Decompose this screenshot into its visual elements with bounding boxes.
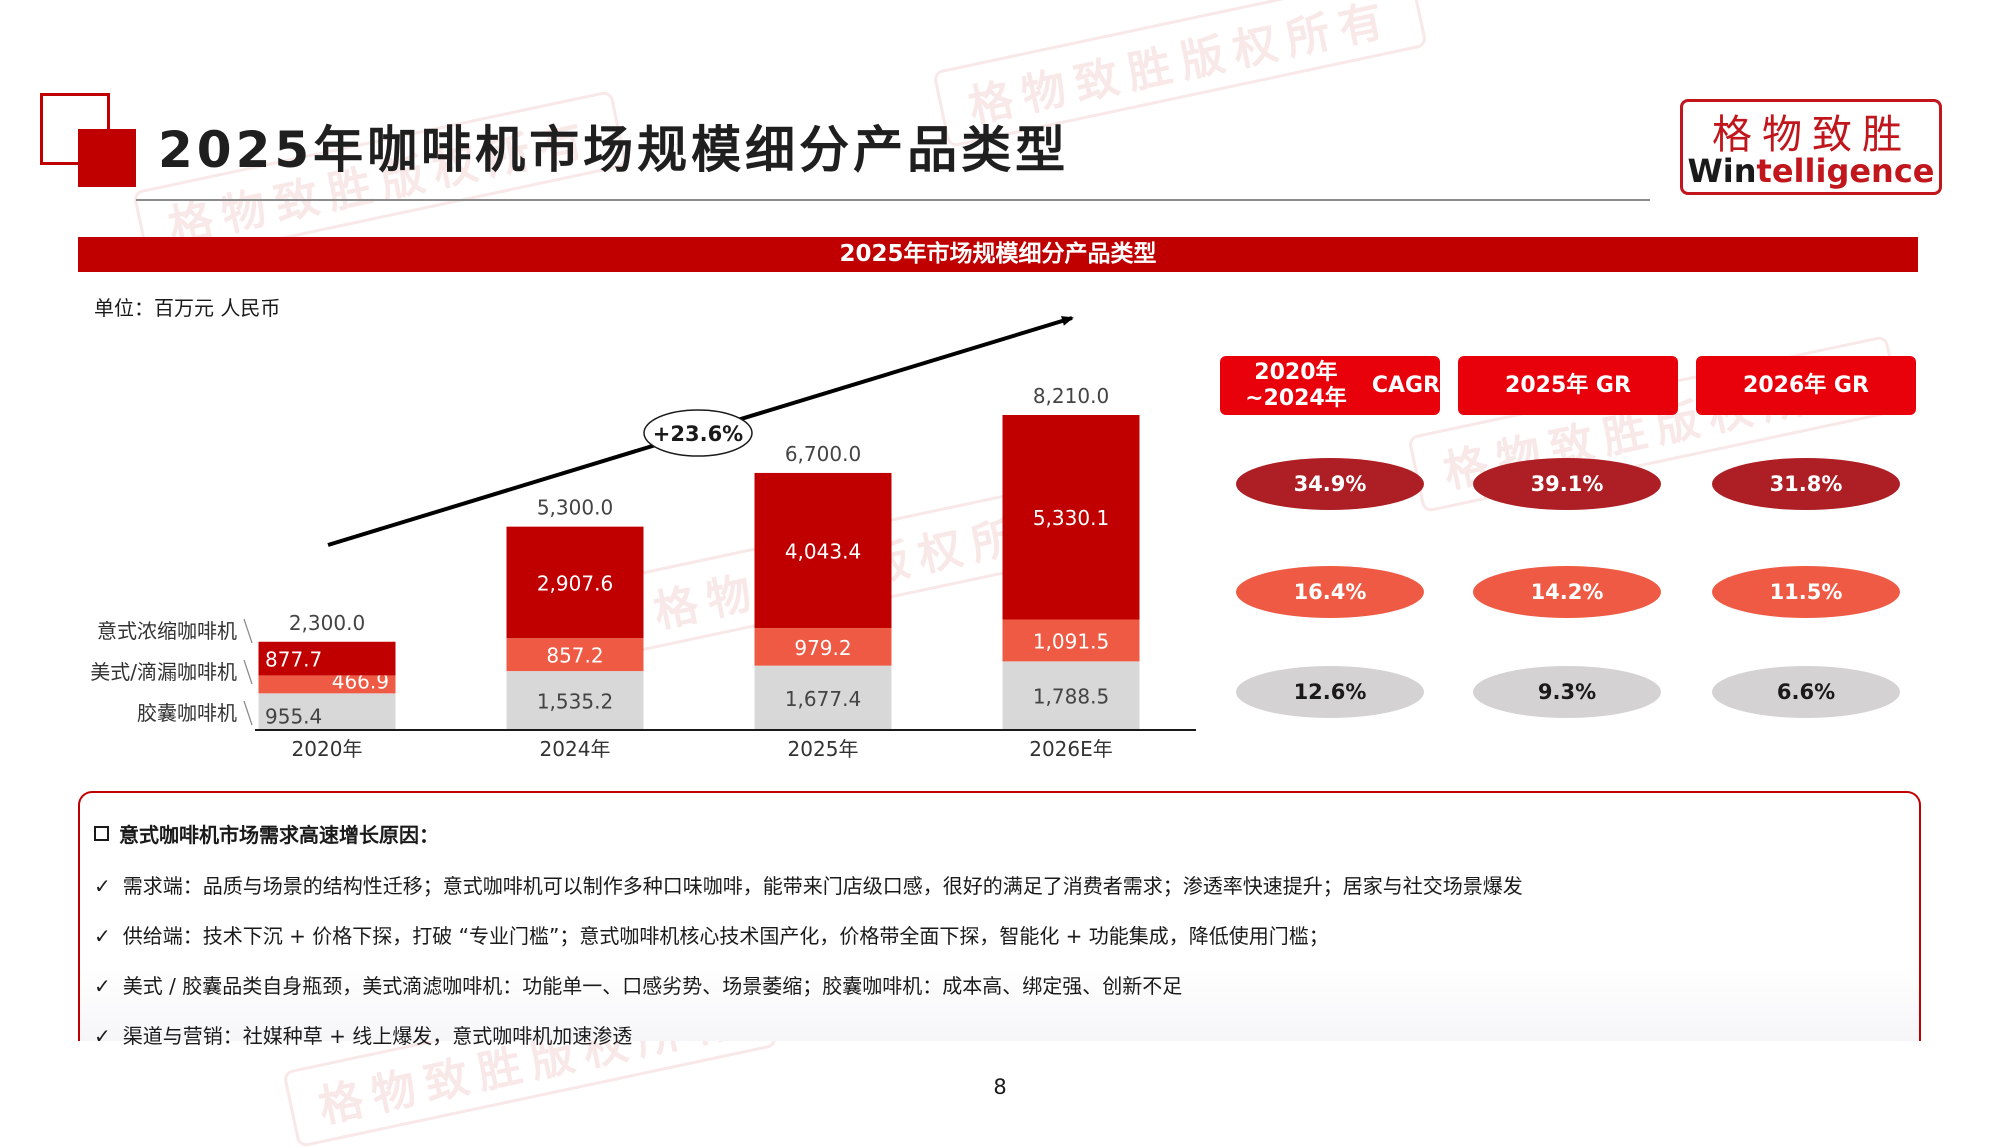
bar-segment — [754, 665, 892, 730]
x-tick-label: 2026E年 — [1029, 737, 1113, 761]
brand-logo-en: Wintelligence — [1686, 152, 1936, 190]
data-label: 979.2 — [794, 636, 851, 660]
growth-rate-value: 12.6% — [1236, 666, 1424, 718]
reasons-title: 意式咖啡机市场需求高速增长原因： — [94, 819, 439, 848]
check-icon: ✓ — [94, 924, 111, 948]
total-label: 5,300.0 — [537, 496, 613, 520]
reason-item: ✓ 供给端：技术下沉 + 价格下探，打破 “专业门槛”；意式咖啡机核心技术国产化，… — [94, 920, 1329, 949]
growth-table-header: 2025年 GR — [1458, 356, 1678, 415]
bar-segment — [258, 693, 396, 730]
data-label: 1,535.2 — [537, 690, 613, 714]
growth-rate-value: 39.1% — [1473, 458, 1661, 510]
reason-item: ✓ 渠道与营销：社媒种草 + 线上爆发，意式咖啡机加速渗透 — [94, 1020, 632, 1049]
reasons-title-text: 意式咖啡机市场需求高速增长原因： — [119, 823, 439, 847]
reason-text: 美式 / 胶囊品类自身瓶颈，美式滴滤咖啡机：功能单一、口感劣势、场景萎缩；胶囊咖… — [122, 974, 1183, 998]
reason-item: ✓ 美式 / 胶囊品类自身瓶颈，美式滴滤咖啡机：功能单一、口感劣势、场景萎缩；胶囊… — [94, 970, 1182, 999]
growth-table-header: 2026年 GR — [1696, 356, 1916, 415]
legend-label: 胶囊咖啡机 — [137, 701, 237, 725]
page-number: 8 — [993, 1075, 1007, 1099]
growth-annotation-ellipse — [643, 409, 753, 457]
data-label: 2,907.6 — [537, 571, 613, 595]
x-tick-label: 2024年 — [540, 737, 611, 761]
data-label: 4,043.4 — [785, 540, 861, 564]
check-icon: ✓ — [94, 874, 111, 898]
bar-segment — [506, 638, 644, 672]
checkbox-icon — [94, 826, 109, 841]
growth-rate-value: 6.6% — [1712, 666, 1900, 718]
data-label: 877.7 — [265, 648, 322, 672]
unit-label: 单位：百万元 人民币 — [94, 296, 281, 320]
total-label: 2,300.0 — [289, 611, 365, 635]
legend-label: 美式/滴漏咖啡机 — [90, 660, 237, 684]
bar-segment — [506, 526, 644, 639]
bar-segment — [754, 628, 892, 666]
growth-rate-value: 16.4% — [1236, 566, 1424, 618]
bar-segment — [1002, 414, 1140, 620]
title-divider — [136, 199, 1650, 201]
data-label: 955.4 — [265, 705, 322, 729]
growth-rate-value: 9.3% — [1473, 666, 1661, 718]
growth-annotation-label: +23.6% — [653, 422, 743, 446]
stacked-bar-chart: 955.4466.9877.72,300.02020年1,535.2857.22… — [90, 316, 1196, 761]
x-tick-label: 2025年 — [788, 737, 859, 761]
growth-rate-value: 34.9% — [1236, 458, 1424, 510]
reasons-panel — [78, 791, 1921, 1041]
brand-logo-cn: 格物致胜 — [1712, 112, 1912, 158]
growth-rate-value: 31.8% — [1712, 458, 1900, 510]
data-label: 857.2 — [546, 644, 603, 668]
legend-label: 意式浓缩咖啡机 — [97, 619, 237, 643]
data-label: 5,330.1 — [1033, 506, 1109, 530]
section-banner: 2025年市场规模细分产品类型 — [78, 237, 1918, 272]
total-label: 8,210.0 — [1033, 384, 1109, 408]
brand-logo-en-b: telligence — [1756, 152, 1935, 190]
legend-pointer-line — [243, 700, 253, 726]
page-title: 2025年咖啡机市场规模细分产品类型 — [158, 121, 1070, 179]
check-icon: ✓ — [94, 974, 111, 998]
bar-segment — [258, 641, 396, 676]
growth-table-header: 2020年~2024年 CAGR — [1220, 356, 1440, 415]
bar-segment — [258, 675, 396, 694]
legend-pointer-line — [243, 659, 253, 685]
bar-segment — [1002, 619, 1140, 662]
data-label: 1,788.5 — [1033, 685, 1109, 709]
growth-rate-value: 14.2% — [1473, 566, 1661, 618]
reason-item: ✓ 需求端：品质与场景的结构性迁移；意式咖啡机可以制作多种口味咖啡，能带来门店级口… — [94, 870, 1523, 899]
bar-segment — [506, 671, 644, 730]
bar-segment — [1002, 661, 1140, 730]
brand-logo — [1680, 99, 1942, 195]
brand-logo-en-a: Win — [1687, 152, 1757, 190]
title-decoration-square — [78, 129, 136, 187]
bar-segment — [754, 472, 892, 629]
reason-text: 渠道与营销：社媒种草 + 线上爆发，意式咖啡机加速渗透 — [122, 1024, 633, 1048]
total-label: 6,700.0 — [785, 442, 861, 466]
reason-text: 供给端：技术下沉 + 价格下探，打破 “专业门槛”；意式咖啡机核心技术国产化，价… — [122, 924, 1329, 948]
check-icon: ✓ — [94, 1024, 111, 1048]
data-label: 1,091.5 — [1033, 629, 1109, 653]
x-tick-label: 2020年 — [292, 737, 363, 761]
reason-text: 需求端：品质与场景的结构性迁移；意式咖啡机可以制作多种口味咖啡，能带来门店级口感… — [122, 874, 1523, 898]
growth-rate-value: 11.5% — [1712, 566, 1900, 618]
data-label: 1,677.4 — [785, 687, 861, 711]
legend-pointer-line — [243, 618, 253, 644]
